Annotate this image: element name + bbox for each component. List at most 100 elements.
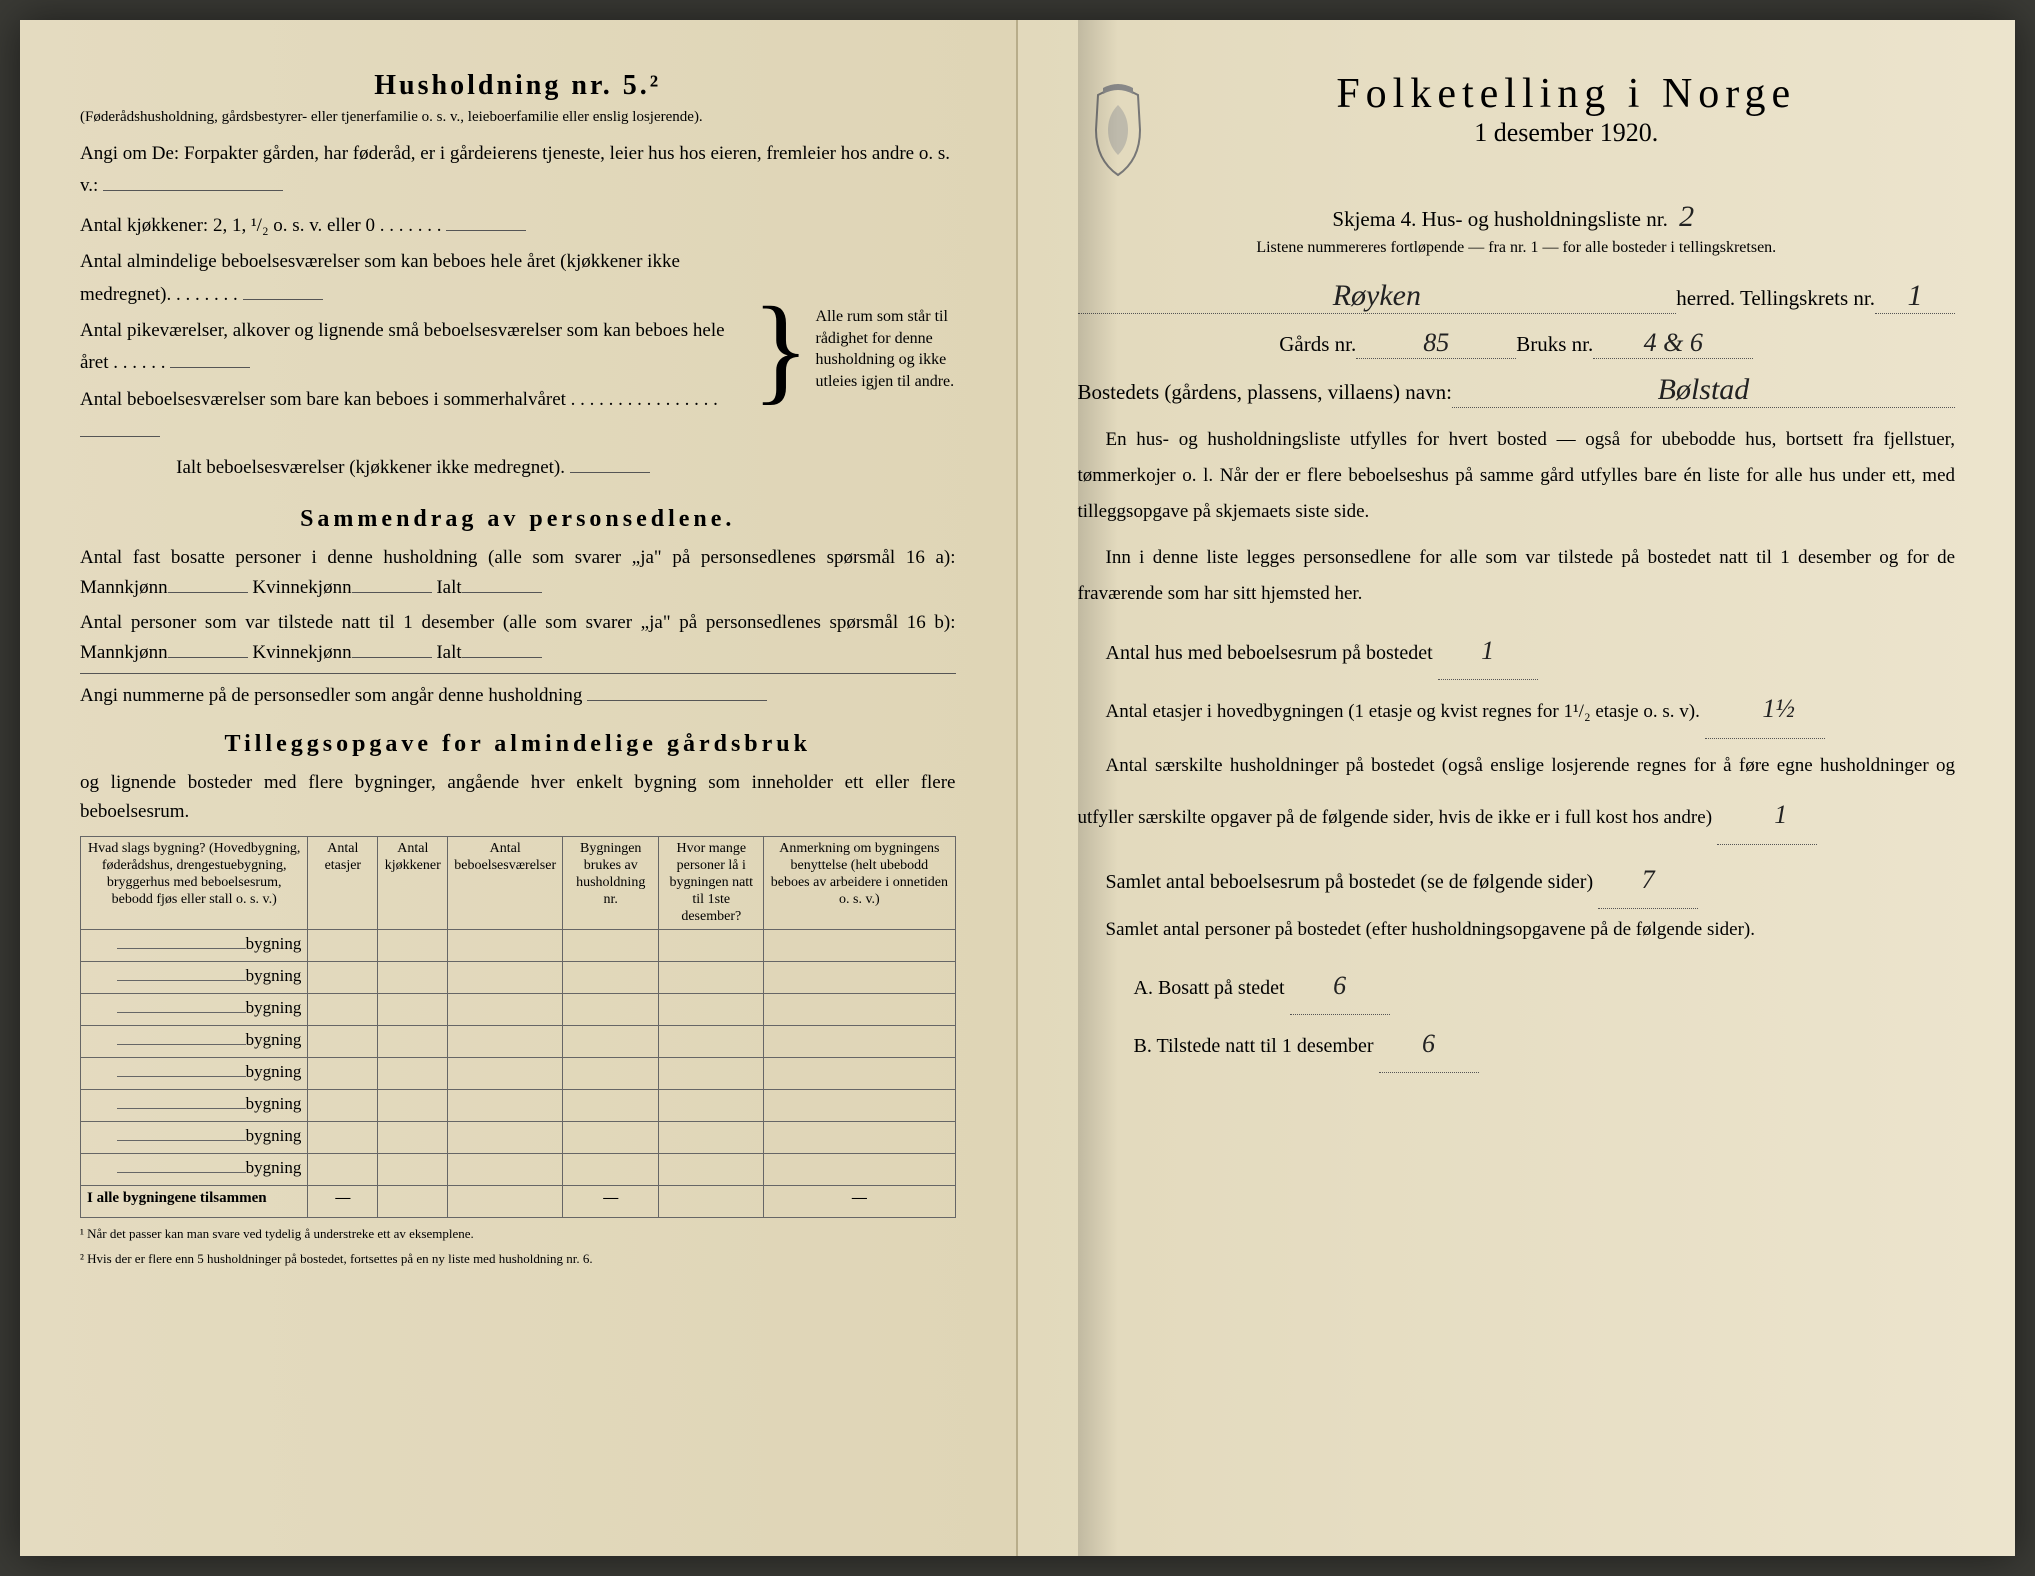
angi-blank — [103, 172, 283, 191]
blank — [446, 212, 526, 231]
table-cell — [448, 1090, 563, 1122]
bruks-value: 4 & 6 — [1638, 328, 1709, 357]
table-cell — [659, 1154, 764, 1186]
th-3: Antal kjøkkener — [378, 837, 448, 930]
table-cell — [764, 1122, 955, 1154]
row-label-cell: bygning — [81, 1154, 308, 1186]
table-cell — [764, 1090, 955, 1122]
sum-cell: — — [563, 1186, 659, 1218]
blank — [587, 682, 767, 701]
gards-value: 85 — [1417, 328, 1455, 357]
main-title: Folketelling i Norge — [1178, 70, 1956, 118]
q2-value: 1½ — [1756, 694, 1801, 723]
herred-value: Røyken — [1327, 279, 1427, 312]
q5a-line: A. Bosatt på stedet 6 — [1134, 957, 1956, 1015]
q5b-value: 6 — [1416, 1029, 1441, 1058]
para-1: En hus- og husholdningsliste utfylles fo… — [1078, 422, 1956, 530]
brace-symbol: } — [746, 301, 816, 397]
table-sum-row: I alle bygningene tilsammen — — — — [81, 1186, 956, 1218]
q2-line: Antal etasjer i hovedbygningen (1 etasje… — [1078, 680, 1956, 738]
table-row: bygning — [81, 1122, 956, 1154]
table-cell — [563, 1090, 659, 1122]
title-block: Folketelling i Norge 1 desember 1920. — [1078, 70, 1956, 190]
q1-value: 1 — [1475, 636, 1500, 665]
fold-shadow — [1078, 20, 1118, 1556]
table-cell — [448, 962, 563, 994]
left-heading: Husholdning nr. 5.² — [80, 70, 956, 102]
blank — [462, 574, 542, 593]
q2a-text: Antal etasjer i hovedbygningen (1 etasje… — [1106, 701, 1591, 722]
table-cell — [764, 1154, 955, 1186]
blank — [170, 349, 250, 368]
row-label-cell: bygning — [81, 1090, 308, 1122]
s1-kv: Kvinnekjønn — [252, 577, 351, 598]
table-cell — [378, 1058, 448, 1090]
table-cell — [378, 962, 448, 994]
b3-line: Antal beboelsesværelser som bare kan beb… — [80, 389, 718, 410]
q5a-value: 6 — [1327, 971, 1352, 1000]
q4-label: Samlet antal beboelsesrum på bostedet (s… — [1106, 871, 1594, 893]
herred-line: Røyken herred. Tellingskrets nr. 1 — [1078, 279, 1956, 314]
blank — [80, 418, 160, 437]
table-cell — [563, 1154, 659, 1186]
sammendrag-heading: Sammendrag av personsedlene. — [80, 506, 956, 533]
tillegg-sub: og lignende bosteder med flere bygninger… — [80, 768, 956, 827]
table-cell — [308, 1090, 378, 1122]
footnote-2: ² Hvis der er flere enn 5 husholdninger … — [80, 1251, 956, 1268]
angi-line: Angi om De: Forpakter gården, har føderå… — [80, 138, 956, 203]
table-row: bygning — [81, 1026, 956, 1058]
q5a-label: A. Bosatt på stedet — [1134, 977, 1285, 999]
th-2: Antal etasjer — [308, 837, 378, 930]
table-cell — [659, 1026, 764, 1058]
row-label-cell: bygning — [81, 1122, 308, 1154]
s2-kv: Kvinnekjønn — [252, 642, 351, 663]
q4-line: Samlet antal beboelsesrum på bostedet (s… — [1106, 851, 1956, 909]
sum-cell: — — [764, 1186, 955, 1218]
blank — [570, 454, 650, 473]
herred-label: herred. Tellingskrets nr. — [1676, 286, 1875, 311]
sum-cell — [659, 1186, 764, 1218]
table-cell — [563, 994, 659, 1026]
heading-note: (Føderådshusholdning, gårdsbestyrer- ell… — [80, 108, 956, 128]
blank — [168, 639, 248, 658]
th-7: Anmerkning om bygningens benyttelse (hel… — [764, 837, 955, 930]
table-cell — [308, 994, 378, 1026]
gards-label: Gårds nr. — [1279, 332, 1356, 357]
skjema-label: Skjema 4. Hus- og husholdningsliste nr. — [1332, 207, 1667, 231]
bosted-line: Bostedets (gårdens, plassens, villaens) … — [1078, 373, 1956, 408]
table-cell — [659, 1058, 764, 1090]
left-page: Husholdning nr. 5.² (Føderådshusholdning… — [20, 20, 1018, 1556]
row-label-cell: bygning — [81, 1026, 308, 1058]
table-cell — [659, 962, 764, 994]
q5b-label: B. Tilstede natt til 1 desember — [1134, 1035, 1374, 1057]
table-cell — [563, 1026, 659, 1058]
bosted-label: Bostedets (gårdens, plassens, villaens) … — [1078, 380, 1452, 405]
table-row: bygning — [81, 930, 956, 962]
table-cell — [448, 930, 563, 962]
table-cell — [563, 930, 659, 962]
q3-line: Antal særskilte husholdninger på bostede… — [1078, 745, 1956, 845]
table-cell — [659, 1122, 764, 1154]
table-cell — [378, 1026, 448, 1058]
bruks-label: Bruks nr. — [1516, 332, 1593, 357]
row-label-cell: bygning — [81, 930, 308, 962]
right-page: Folketelling i Norge 1 desember 1920. Sk… — [1018, 20, 2016, 1556]
th-1: Hvad slags bygning? (Hovedbygning, føder… — [81, 837, 308, 930]
angi-num-text: Angi nummerne på de personsedler som ang… — [80, 685, 582, 706]
s1-ialt: Ialt — [436, 577, 461, 598]
th-4: Antal beboelsesværelser — [448, 837, 563, 930]
sum-cell — [378, 1186, 448, 1218]
gards-line: Gårds nr. 85 Bruks nr. 4 & 6 — [1078, 328, 1956, 359]
table-row: bygning — [81, 994, 956, 1026]
table-row: bygning — [81, 1058, 956, 1090]
row-label-cell: bygning — [81, 994, 308, 1026]
skjema-value: 2 — [1673, 200, 1700, 233]
table-cell — [563, 1058, 659, 1090]
table-cell — [378, 1122, 448, 1154]
table-cell — [308, 930, 378, 962]
blank — [462, 639, 542, 658]
table-cell — [448, 1026, 563, 1058]
table-cell — [448, 1058, 563, 1090]
blank — [352, 639, 432, 658]
table-cell — [378, 1090, 448, 1122]
